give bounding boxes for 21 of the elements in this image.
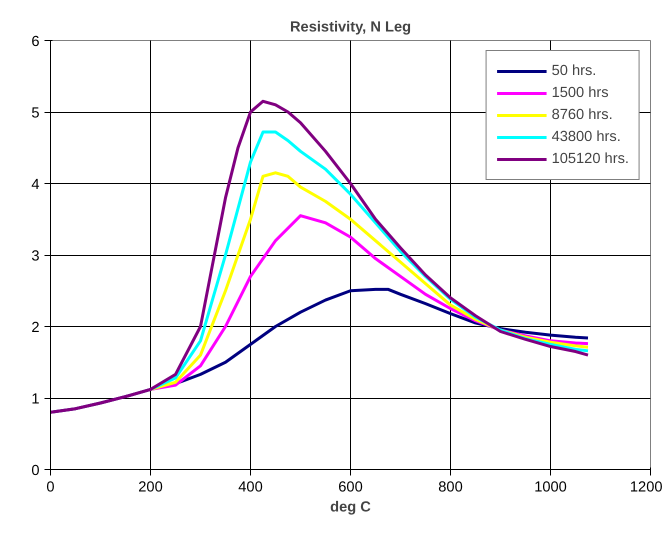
x-tick-label: 0 — [46, 480, 55, 496]
x-tick-label: 200 — [138, 480, 163, 496]
x-tick-label: 800 — [438, 480, 463, 496]
x-tick-label: 600 — [338, 480, 363, 496]
legend-label: 8760 hrs. — [552, 107, 613, 123]
y-tick-label: 1 — [31, 392, 40, 408]
y-tick-label: 0 — [31, 463, 40, 479]
x-tick-label: 400 — [238, 480, 263, 496]
x-tick-label: 1000 — [534, 480, 567, 496]
y-tick-label: 3 — [31, 248, 40, 264]
y-tick-label: 5 — [31, 106, 40, 122]
legend-label: 43800 hrs. — [552, 129, 621, 145]
x-tick-label: 1200 — [630, 480, 662, 496]
legend-label: 1500 hrs — [552, 85, 609, 101]
y-tick-label: 4 — [31, 177, 40, 193]
y-tick-label: 2 — [31, 320, 40, 336]
x-axis-title: deg C — [330, 500, 372, 516]
legend-label: 50 hrs. — [552, 63, 596, 79]
y-tick-label: 6 — [31, 34, 40, 50]
chart-title: Resistivity, N Leg — [290, 20, 412, 36]
legend-label: 105120 hrs. — [552, 151, 629, 167]
